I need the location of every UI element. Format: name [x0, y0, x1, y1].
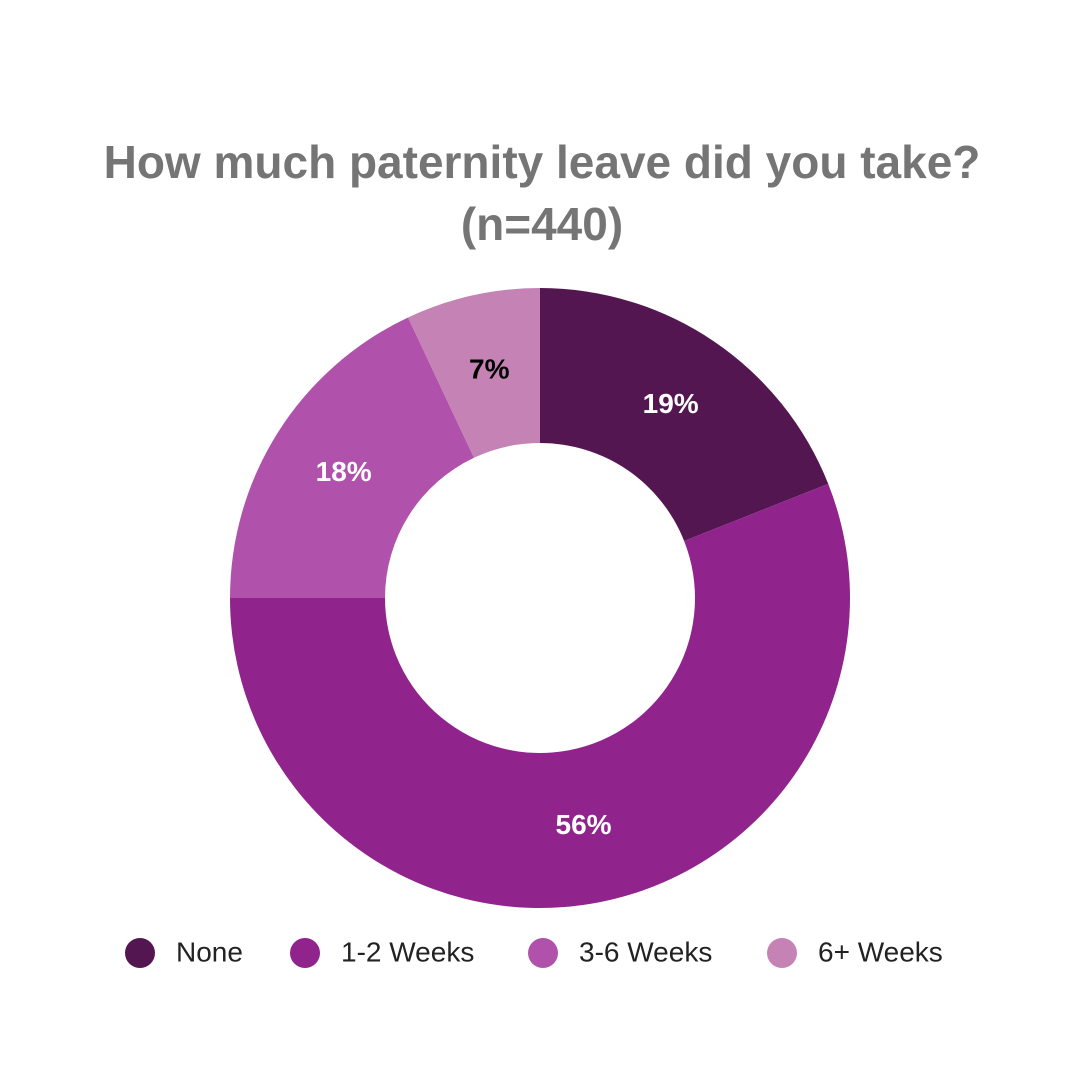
value-label: 18%: [316, 456, 372, 487]
chart-title: How much paternity leave did you take?: [104, 136, 981, 188]
chart-subtitle: (n=440): [461, 198, 623, 250]
legend-swatch: [125, 938, 155, 968]
legend-swatch: [767, 938, 797, 968]
donut-slice: [230, 317, 475, 598]
legend-label: 3-6 Weeks: [579, 936, 712, 967]
legend-label: None: [176, 936, 243, 967]
value-label: 56%: [556, 809, 612, 840]
value-label: 19%: [643, 388, 699, 419]
value-label: 7%: [469, 353, 510, 384]
legend-label: 1-2 Weeks: [341, 936, 474, 967]
legend-swatch: [290, 938, 320, 968]
legend-swatch: [528, 938, 558, 968]
donut-slice: [408, 288, 540, 458]
donut-slice: [230, 483, 851, 908]
legend-label: 6+ Weeks: [818, 936, 943, 967]
donut-slice: [540, 288, 829, 541]
